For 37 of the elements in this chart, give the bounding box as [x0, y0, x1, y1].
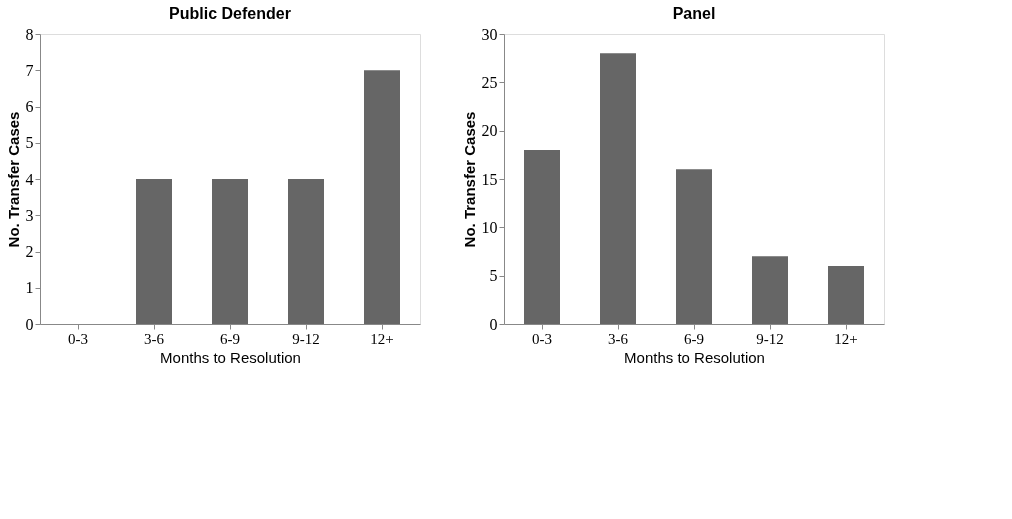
y-tick-label: 5: [25, 134, 34, 152]
y-tick-label: 10: [481, 218, 498, 236]
x-axis-title: Months to Resolution: [160, 348, 301, 366]
y-tick-label: 1: [25, 279, 34, 297]
bar: [600, 53, 636, 324]
bar: [524, 150, 560, 324]
x-tick-label: 0-3: [532, 330, 552, 347]
x-tick-label: 12+: [370, 330, 394, 347]
y-tick-label: 4: [25, 170, 34, 188]
y-tick-label: 5: [489, 267, 498, 285]
chart-title: Panel: [672, 5, 716, 22]
x-tick-label: 0-3: [68, 330, 88, 347]
x-tick-label: 6-9: [684, 330, 704, 347]
x-tick-label: 3-6: [144, 330, 165, 347]
y-tick-label: 8: [25, 25, 34, 43]
y-tick-label: 30: [481, 25, 498, 43]
x-tick-label: 9-12: [292, 330, 320, 347]
x-tick-label: 12+: [834, 330, 858, 347]
y-axis-title: No. Transfer Cases: [460, 111, 478, 248]
y-tick-label: 20: [481, 122, 498, 140]
y-tick-label: 7: [25, 61, 34, 79]
y-tick-label: 25: [481, 73, 498, 91]
y-tick-label: 3: [25, 206, 34, 224]
bar: [676, 169, 712, 324]
x-tick-label: 3-6: [608, 330, 629, 347]
chart-title: Public Defender: [169, 5, 291, 22]
bar: [752, 256, 788, 324]
x-tick-label: 6-9: [220, 330, 240, 347]
y-axis-title: No. Transfer Cases: [4, 111, 22, 248]
bar: [828, 266, 864, 324]
y-tick-label: 0: [489, 315, 498, 333]
x-tick-label: 9-12: [756, 330, 784, 347]
y-tick-label: 6: [25, 98, 34, 115]
y-tick-label: 2: [25, 243, 34, 260]
y-tick-label: 0: [25, 315, 34, 333]
y-tick-label: 15: [481, 170, 498, 188]
x-axis-title: Months to Resolution: [624, 348, 765, 366]
